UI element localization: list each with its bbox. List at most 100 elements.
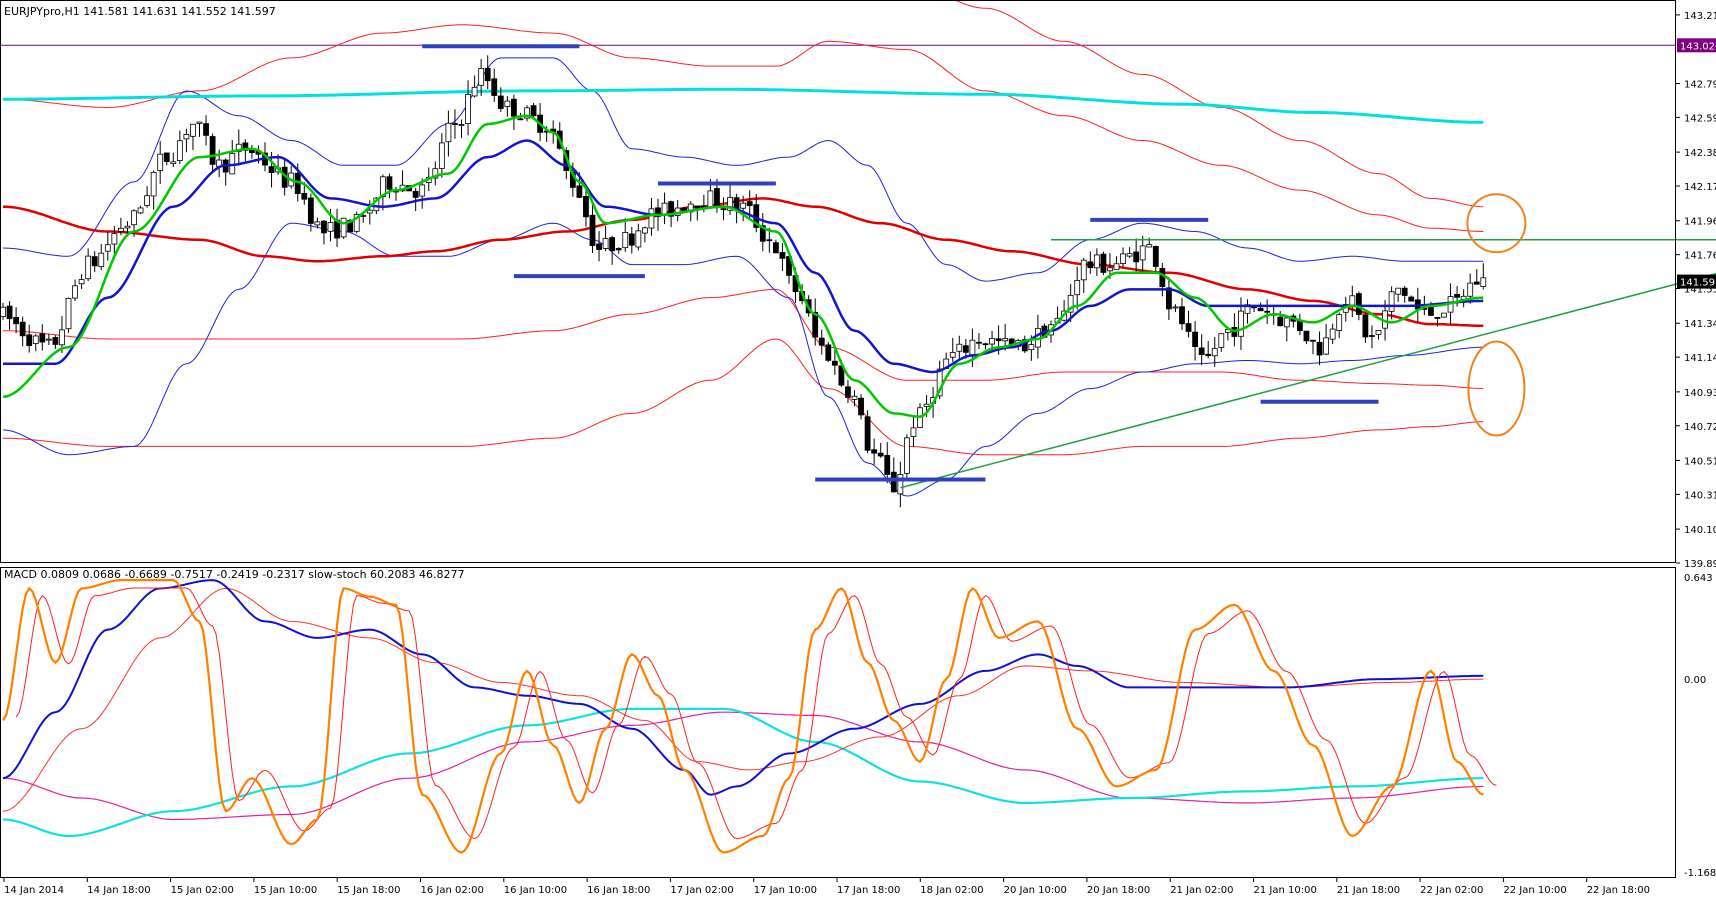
candle-bull <box>158 154 163 170</box>
candle-bull <box>125 226 130 228</box>
candle-bull <box>479 68 484 85</box>
candle-bear <box>269 167 274 173</box>
candle-bull <box>190 124 195 136</box>
time-tick-label: 16 Jan 18:00 <box>587 885 650 896</box>
candle-bear <box>1206 354 1211 355</box>
candle-bull <box>623 232 628 247</box>
candle-bear <box>452 124 457 125</box>
candle-bear <box>597 244 602 250</box>
time-tick-label: 16 Jan 10:00 <box>504 885 567 896</box>
candle-bear <box>610 238 615 251</box>
candle-bull <box>1389 292 1394 312</box>
candle-bull <box>1219 334 1224 348</box>
time-tick-label: 20 Jan 10:00 <box>1004 885 1067 896</box>
time-tick-label: 14 Jan 2014 <box>4 885 64 896</box>
resistance-price-label: 143.026 <box>1680 41 1716 52</box>
candle-bear <box>20 322 25 336</box>
indicator-header: MACD 0.0809 0.0686 -0.6689 -0.7517 -0.24… <box>4 568 465 581</box>
time-tick-label: 17 Jan 10:00 <box>754 885 817 896</box>
candle-bull <box>1173 307 1178 308</box>
candle-bull <box>505 101 510 106</box>
candle-bear <box>1402 288 1407 295</box>
time-tick-label: 15 Jan 02:00 <box>171 885 234 896</box>
candle-bull <box>1481 278 1486 287</box>
candle-bear <box>164 153 169 162</box>
candle-bear <box>590 215 595 245</box>
candle-bear <box>1317 342 1322 355</box>
candle-bear <box>865 417 870 451</box>
candle-bear <box>1186 324 1191 332</box>
candle-bear <box>976 342 981 343</box>
candle-bear <box>1474 282 1479 284</box>
candle-bull <box>459 125 464 126</box>
candle-bear <box>40 334 45 342</box>
candle-bear <box>1455 294 1460 297</box>
candle-bull <box>911 428 916 437</box>
price-tick-label: 143.210 <box>1684 11 1716 22</box>
candle-bear <box>1193 332 1198 346</box>
candle-bear <box>413 191 418 197</box>
candle-bear <box>714 188 719 206</box>
candle-bear <box>1101 254 1106 272</box>
candle-bull <box>1075 280 1080 294</box>
candle-bull <box>66 298 71 328</box>
candle-bull <box>1330 329 1335 339</box>
candle-bull <box>132 211 137 225</box>
price-tick-label: 141.345 <box>1684 319 1716 330</box>
candle-bull <box>86 256 91 279</box>
candle-bull <box>59 330 64 345</box>
price-tick-label: 140.100 <box>1684 525 1716 536</box>
candle-bull <box>1324 338 1329 354</box>
candle-bull <box>315 222 320 225</box>
candle-bear <box>826 345 831 361</box>
candle-bull <box>73 286 78 298</box>
candle-bull <box>1468 283 1473 296</box>
price-tick-label: 142.380 <box>1684 148 1716 159</box>
candle-bull <box>957 344 962 351</box>
candle-bull <box>1212 348 1217 355</box>
candle-bear <box>773 243 778 253</box>
candle-bear <box>1435 317 1440 318</box>
time-tick-label: 17 Jan 18:00 <box>837 885 900 896</box>
candle-bull <box>1107 268 1112 271</box>
candle-bear <box>963 346 968 353</box>
candle-bear <box>859 398 864 415</box>
candle-bull <box>603 239 608 249</box>
candle-bull <box>1396 288 1401 294</box>
candle-bear <box>7 306 12 319</box>
candle-bear <box>1409 297 1414 301</box>
candle-bear <box>819 338 824 345</box>
time-tick-label: 22 Jan 02:00 <box>1420 885 1483 896</box>
candle-bull <box>970 340 975 354</box>
candle-bear <box>1356 294 1361 315</box>
candle-bull <box>33 336 38 344</box>
time-tick-label: 21 Jan 18:00 <box>1337 885 1400 896</box>
time-tick-label: 14 Jan 18:00 <box>87 885 150 896</box>
candle-bear <box>308 198 313 223</box>
price-tick-label: 141.760 <box>1684 251 1716 262</box>
candle-bull <box>852 396 857 399</box>
price-tick-label: 141.965 <box>1684 217 1716 228</box>
candle-bull <box>1081 260 1086 280</box>
candle-bull <box>950 352 955 357</box>
candle-bull <box>924 404 929 406</box>
candle-bull <box>184 134 189 138</box>
candle-bear <box>1088 262 1093 268</box>
candle-bear <box>92 257 97 266</box>
price-tick-label: 142.175 <box>1684 182 1716 193</box>
price-tick-label: 141.140 <box>1684 353 1716 364</box>
candle-bear <box>872 450 877 453</box>
candle-bull <box>1337 315 1342 331</box>
candle-bear <box>583 196 588 216</box>
time-tick-label: 22 Jan 18:00 <box>1587 885 1650 896</box>
candle-bear <box>14 317 19 323</box>
candle-bear <box>1311 340 1316 341</box>
candle-bull <box>904 438 909 473</box>
candle-bear <box>492 79 497 96</box>
candle-bear <box>511 99 516 116</box>
time-tick-label: 16 Jan 02:00 <box>421 885 484 896</box>
candle-bear <box>498 96 503 108</box>
candle-bull <box>1121 254 1126 264</box>
price-tick-label: 139.895 <box>1684 559 1716 570</box>
